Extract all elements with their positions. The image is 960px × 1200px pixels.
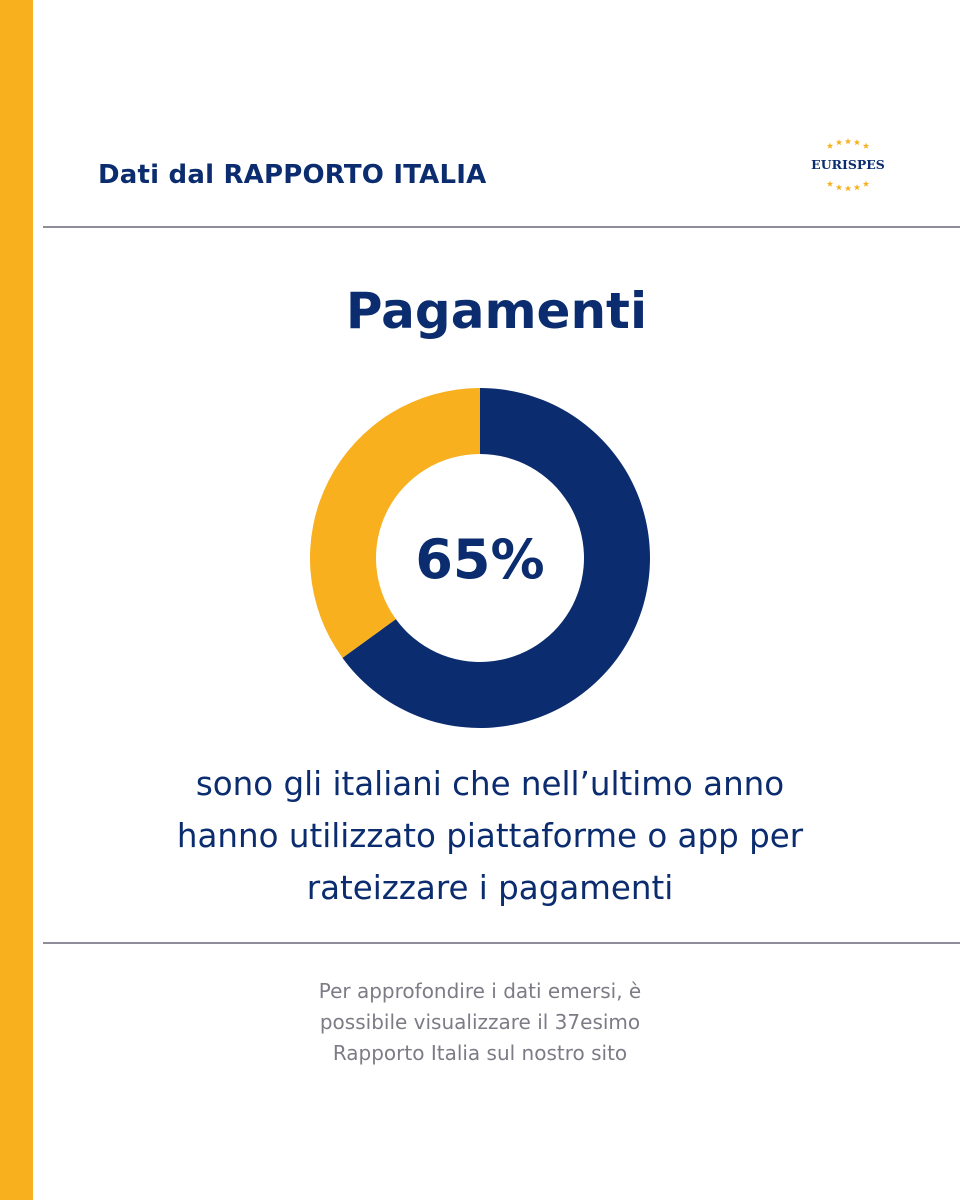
header-title: Dati dal RAPPORTO ITALIA [98,160,487,190]
logo-star-icon [862,142,870,149]
top-divider [43,226,960,228]
logo-star-icon [853,139,861,146]
description-line: rateizzare i pagamenti [306,869,674,907]
footer-line: Rapporto Italia sul nostro sito [332,1041,628,1065]
logo-star-icon [862,180,870,187]
logo-star-icon [844,185,852,192]
chart-description: sono gli italiani che nell’ultimo anno h… [100,758,880,914]
eurispes-logo: EURISPES [811,138,885,192]
logo-star-icon [844,138,852,145]
logo-star-icon [835,139,843,146]
chart-center-label: 65% [415,528,545,591]
logo-star-icon [826,142,834,149]
footer-line: Per approfondire i dati emersi, è [318,979,642,1003]
logo-star-icon [826,180,834,187]
donut-slice-1 [310,388,480,658]
description-line: hanno utilizzato piattaforme o app per [176,817,804,855]
accent-bar [0,0,33,1200]
logo-star-icon [835,184,843,191]
donut-chart [310,388,650,728]
footer-line: possibile visualizzare il 37esimo [319,1010,641,1034]
bottom-divider [43,942,960,944]
logo-text: EURISPES [811,157,885,172]
footer-note: Per approfondire i dati emersi, è possib… [230,976,730,1069]
page-title: Pagamenti [345,282,648,340]
description-line: sono gli italiani che nell’ultimo anno [195,765,785,803]
logo-star-icon [853,184,861,191]
donut-slice-0 [342,388,650,728]
